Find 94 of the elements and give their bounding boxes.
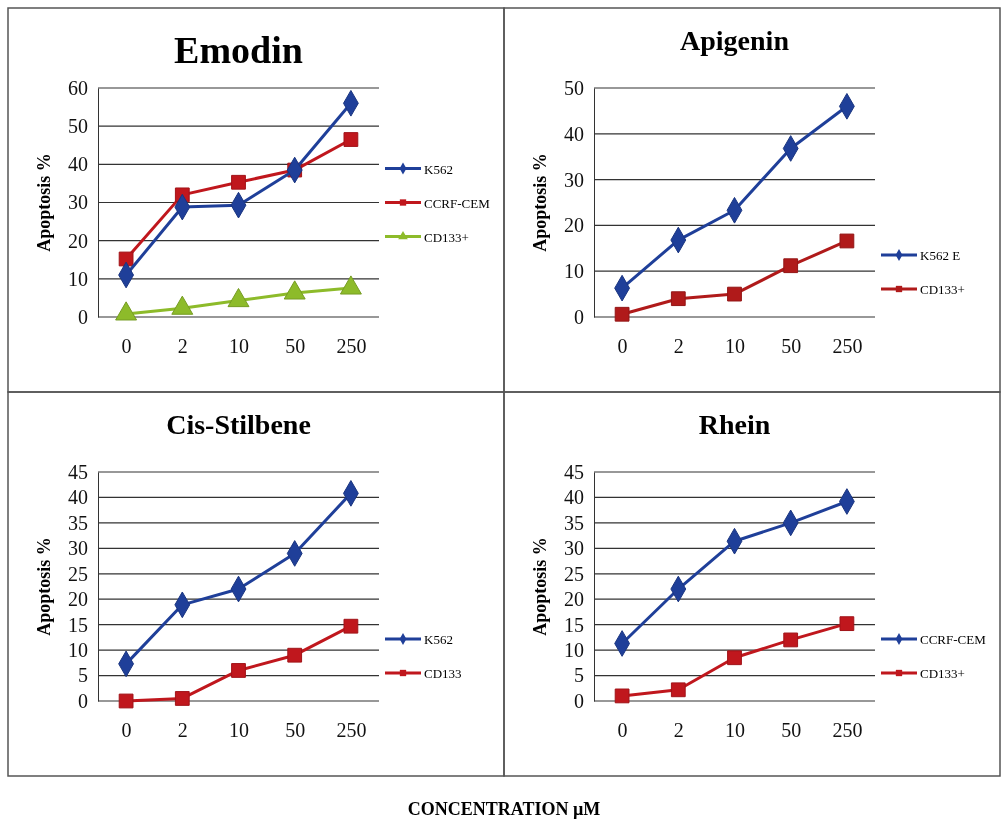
y-tick-label: 40 [564, 122, 584, 145]
x-tick-label: 50 [285, 719, 306, 742]
y-tick-label: 45 [68, 460, 88, 483]
y-tick-label: 25 [68, 562, 88, 585]
y-tick-label: 50 [564, 76, 584, 99]
point [339, 275, 362, 295]
y-axis-title: Apoptosis % [34, 153, 54, 252]
x-tick-label: 0 [617, 719, 628, 742]
point [614, 306, 630, 322]
x-tick-label: 2 [177, 335, 188, 358]
x-tick-label: 50 [285, 335, 306, 358]
point [287, 647, 303, 663]
x-tick-label: 10 [229, 719, 249, 742]
x-tick-label: 250 [336, 335, 367, 358]
legend-label: CD133+ [920, 282, 965, 297]
y-tick-label: 15 [564, 613, 584, 636]
point [727, 650, 742, 666]
point [231, 174, 246, 190]
x-tick-label: 0 [617, 335, 628, 358]
y-tick-label: 20 [68, 229, 88, 252]
y-tick-label: 0 [574, 305, 584, 328]
y-tick-label: 10 [564, 260, 584, 283]
y-tick-label: 45 [564, 460, 584, 483]
y-tick-label: 40 [564, 486, 584, 509]
legend-label: CCRF-CEM [920, 632, 987, 647]
legend-label: CD133 [424, 666, 462, 681]
x-tick-label: 10 [229, 335, 249, 358]
y-tick-label: 40 [68, 486, 88, 509]
point [670, 682, 686, 698]
point [118, 693, 134, 709]
y-axis-title: Apoptosis % [530, 153, 550, 252]
y-tick-label: 25 [564, 562, 584, 585]
y-tick-label: 10 [68, 639, 88, 662]
x-tick-label: 2 [673, 719, 684, 742]
point [115, 301, 138, 321]
y-tick-label: 10 [564, 639, 584, 662]
y-tick-label: 5 [574, 664, 584, 687]
point [171, 295, 194, 315]
x-tick-label: 10 [725, 719, 745, 742]
x-tick-label: 250 [336, 719, 367, 742]
y-tick-label: 30 [68, 191, 88, 214]
point [839, 233, 855, 249]
y-tick-label: 30 [564, 168, 584, 191]
legend-label: K562 [424, 632, 453, 647]
point [118, 251, 134, 267]
y-tick-label: 20 [68, 588, 88, 611]
y-tick-label: 10 [68, 267, 88, 290]
point [727, 286, 742, 302]
y-tick-label: 20 [564, 214, 584, 237]
x-tick-label: 10 [725, 335, 745, 358]
chart-title: Cis-Stilbene [166, 409, 311, 440]
y-tick-label: 30 [68, 537, 88, 560]
legend-label: K562 [424, 161, 453, 177]
y-tick-label: 60 [68, 76, 88, 99]
point [283, 280, 306, 300]
y-tick-label: 40 [68, 153, 88, 176]
x-tick-label: 50 [781, 335, 802, 358]
legend-label: CD133+ [920, 666, 965, 681]
y-tick-label: 0 [574, 689, 584, 712]
chart-title: Emodin [174, 29, 303, 71]
y-tick-label: 5 [78, 664, 88, 687]
x-axis-title: CONCENTRATION µM [407, 799, 601, 819]
point [839, 616, 855, 632]
y-axis-title: Apoptosis % [530, 537, 550, 636]
point [174, 691, 190, 706]
x-tick-label: 0 [121, 719, 132, 742]
y-tick-label: 35 [564, 511, 584, 534]
point [783, 258, 799, 274]
y-tick-label: 50 [68, 115, 88, 138]
y-tick-label: 35 [68, 511, 88, 534]
point [343, 132, 359, 147]
legend-label: CD133+ [424, 229, 469, 245]
y-tick-label: 0 [78, 689, 88, 712]
point [670, 291, 686, 307]
y-tick-label: 0 [78, 305, 88, 328]
point [227, 287, 250, 308]
y-tick-label: 20 [564, 588, 584, 611]
x-tick-label: 2 [673, 335, 684, 358]
point [343, 618, 359, 634]
y-tick-label: 15 [68, 613, 88, 636]
chart-title: Apigenin [680, 25, 790, 56]
point [783, 632, 799, 648]
point [614, 688, 630, 704]
chart-title: Rhein [698, 409, 771, 440]
x-tick-label: 50 [781, 719, 802, 742]
legend-label: K562 E [920, 248, 961, 263]
x-tick-label: 250 [832, 335, 863, 358]
legend-label: CCRF-CEM [424, 195, 491, 211]
x-tick-label: 2 [177, 719, 188, 742]
x-tick-label: 0 [121, 335, 132, 358]
y-tick-label: 30 [564, 537, 584, 560]
x-tick-label: 250 [832, 719, 863, 742]
point [231, 663, 246, 678]
y-axis-title: Apoptosis % [34, 537, 54, 636]
